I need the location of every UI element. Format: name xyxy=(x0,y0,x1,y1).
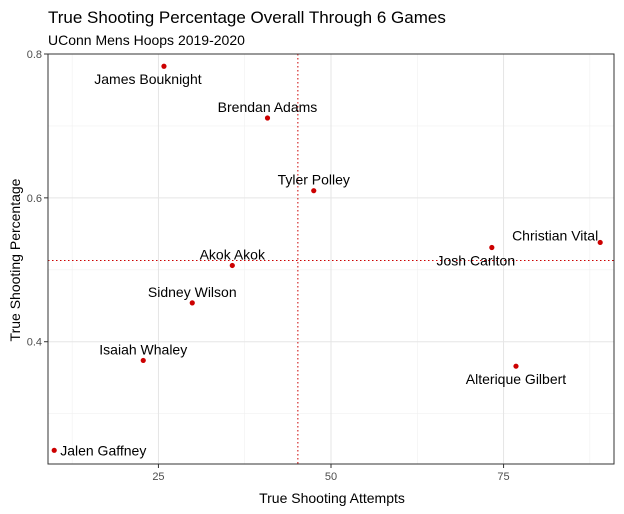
x-tick-label: 75 xyxy=(497,471,509,483)
point-label: Josh Carlton xyxy=(437,252,516,268)
point-label: James Bouknight xyxy=(94,71,202,87)
data-point xyxy=(229,262,235,269)
chart-subtitle: UConn Mens Hoops 2019-2020 xyxy=(48,32,245,48)
point-label: Christian Vital xyxy=(512,227,598,243)
point-label: Tyler Polley xyxy=(278,172,350,188)
point-label: Akok Akok xyxy=(200,246,266,262)
data-point xyxy=(513,363,519,369)
point-label: Brendan Adams xyxy=(218,99,318,115)
data-point xyxy=(189,300,195,306)
point-label: Jalen Gaffney xyxy=(60,442,146,458)
reference-lines xyxy=(48,54,614,464)
y-axis-title: True Shooting Percentage xyxy=(7,178,23,341)
chart-title: True Shooting Percentage Overall Through… xyxy=(48,8,446,27)
y-axis-ticks: 0.4 0.6 0.8 xyxy=(27,49,48,349)
data-point xyxy=(140,357,146,364)
x-tick-label: 50 xyxy=(325,471,337,483)
point-label: Sidney Wilson xyxy=(148,284,237,300)
data-point xyxy=(489,244,495,251)
x-axis-ticks: 25 50 75 xyxy=(152,464,510,483)
y-tick-label: 0.8 xyxy=(27,49,42,61)
data-point xyxy=(51,447,57,453)
point-label: Isaiah Whaley xyxy=(99,341,187,357)
data-point xyxy=(161,63,167,69)
y-tick-label: 0.6 xyxy=(27,193,42,205)
x-tick-label: 25 xyxy=(152,471,164,483)
data-point xyxy=(597,239,603,246)
x-axis-title: True Shooting Attempts xyxy=(259,490,405,506)
point-label: Alterique Gilbert xyxy=(466,371,566,387)
y-tick-label: 0.4 xyxy=(27,337,42,349)
plot-area: James Bouknight Brendan Adams Tyler Polley… xyxy=(47,53,615,465)
point-labels: James Bouknight Brendan Adams Tyler Polley… xyxy=(60,71,598,458)
data-point xyxy=(264,115,271,121)
data-points xyxy=(51,63,603,453)
data-point xyxy=(311,188,317,194)
grid-lines xyxy=(48,53,614,464)
